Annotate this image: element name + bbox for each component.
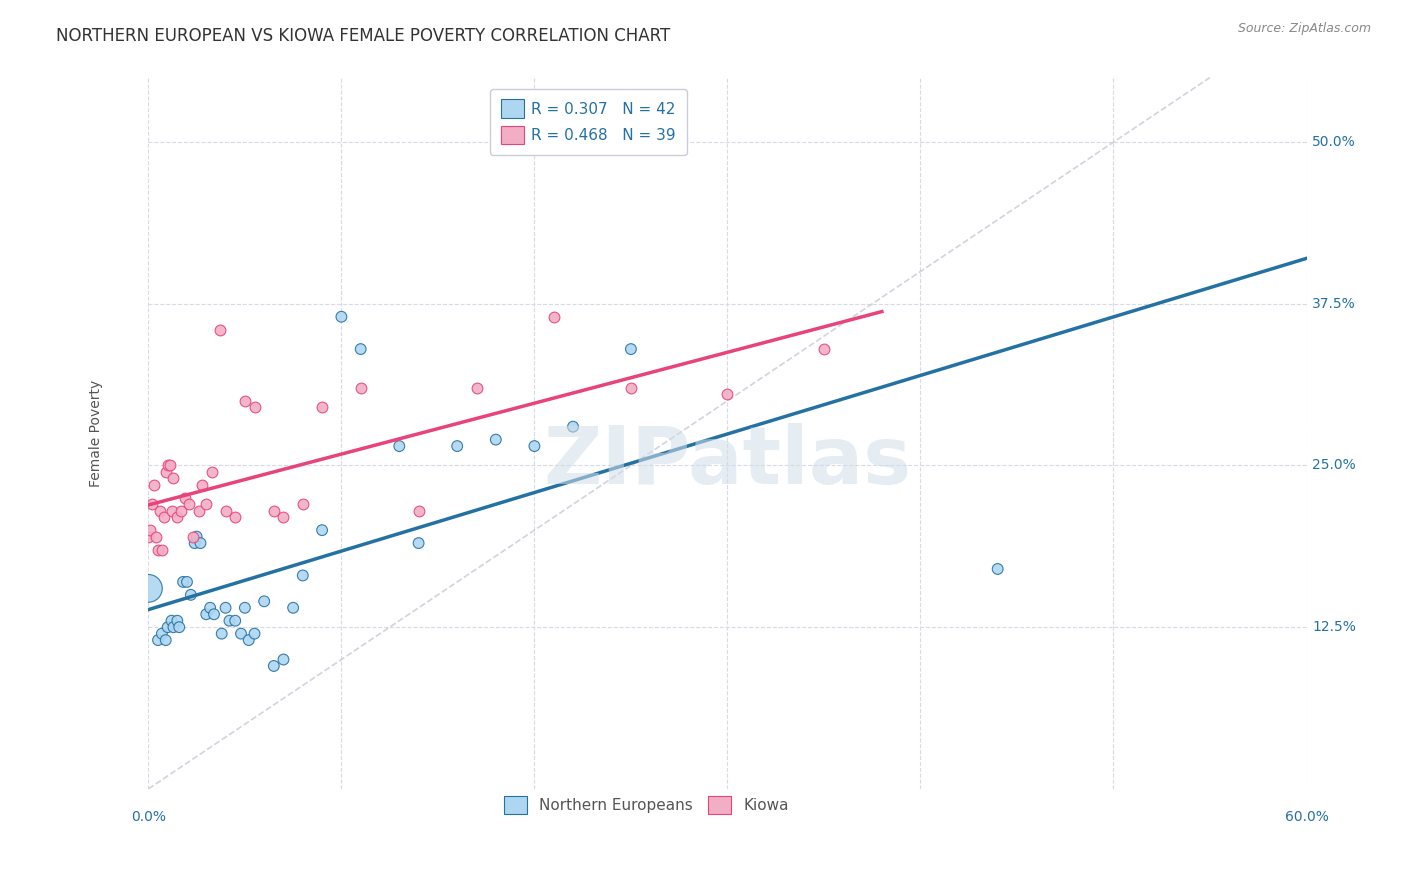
Point <box>273 652 295 666</box>
Point <box>350 381 373 395</box>
Point <box>195 607 218 622</box>
Point <box>243 401 266 415</box>
Point <box>172 574 194 589</box>
Point <box>191 478 214 492</box>
Point <box>139 523 162 537</box>
Point <box>143 478 166 492</box>
Point <box>141 497 163 511</box>
Point <box>263 659 285 673</box>
Point <box>233 393 256 408</box>
Point <box>138 530 160 544</box>
Text: 0.0%: 0.0% <box>131 810 166 824</box>
Point <box>291 568 314 582</box>
Point <box>281 600 304 615</box>
Point <box>145 530 167 544</box>
Point <box>156 620 179 634</box>
Point <box>214 600 236 615</box>
Point <box>166 614 188 628</box>
Point <box>716 387 738 401</box>
Point <box>186 530 208 544</box>
Point <box>180 588 202 602</box>
Point <box>195 497 218 511</box>
Point <box>263 504 285 518</box>
Point <box>190 536 212 550</box>
Point <box>198 600 221 615</box>
Point <box>229 626 252 640</box>
Point <box>233 600 256 615</box>
Point <box>408 536 430 550</box>
Text: NORTHERN EUROPEAN VS KIOWA FEMALE POVERTY CORRELATION CHART: NORTHERN EUROPEAN VS KIOWA FEMALE POVERT… <box>56 27 671 45</box>
Point <box>183 536 205 550</box>
Point <box>388 439 411 453</box>
Point <box>202 607 225 622</box>
Point <box>160 504 183 518</box>
Point <box>167 620 190 634</box>
Text: 12.5%: 12.5% <box>1312 620 1357 634</box>
Point <box>208 323 231 337</box>
Point <box>162 471 184 485</box>
Point <box>446 439 468 453</box>
Point <box>813 342 835 356</box>
Point <box>150 626 173 640</box>
Point <box>465 381 488 395</box>
Point <box>174 491 197 505</box>
Point <box>156 458 179 473</box>
Text: 37.5%: 37.5% <box>1312 297 1355 310</box>
Point <box>543 310 565 324</box>
Text: 60.0%: 60.0% <box>1285 810 1329 824</box>
Point <box>181 530 204 544</box>
Point <box>176 574 198 589</box>
Point <box>166 510 188 524</box>
Point <box>620 381 643 395</box>
Point <box>155 633 177 648</box>
Point <box>987 562 1010 576</box>
Text: Female Poverty: Female Poverty <box>89 379 103 487</box>
Point <box>485 433 508 447</box>
Point <box>330 310 353 324</box>
Point <box>350 342 373 356</box>
Text: ZIPatlas: ZIPatlas <box>543 423 911 500</box>
Point <box>311 401 333 415</box>
Point <box>150 542 173 557</box>
Point <box>149 504 172 518</box>
Point <box>218 614 240 628</box>
Point <box>620 342 643 356</box>
Point <box>159 458 181 473</box>
Point <box>138 582 160 596</box>
Point <box>214 504 236 518</box>
Point <box>211 626 233 640</box>
Text: 50.0%: 50.0% <box>1312 135 1355 149</box>
Point <box>201 465 224 479</box>
Point <box>562 419 585 434</box>
Point <box>153 510 176 524</box>
Point <box>146 542 169 557</box>
Point <box>162 620 184 634</box>
Point <box>291 497 314 511</box>
Point <box>224 510 246 524</box>
Point <box>177 497 200 511</box>
Text: 25.0%: 25.0% <box>1312 458 1355 473</box>
Point <box>243 626 266 640</box>
Point <box>408 504 430 518</box>
Point <box>160 614 183 628</box>
Point <box>224 614 246 628</box>
Legend: Northern Europeans, Kiowa: Northern Europeans, Kiowa <box>498 789 794 821</box>
Point <box>187 504 209 518</box>
Point <box>238 633 260 648</box>
Point <box>155 465 177 479</box>
Point <box>311 523 333 537</box>
Point <box>273 510 295 524</box>
Point <box>253 594 276 608</box>
Point <box>523 439 546 453</box>
Text: Source: ZipAtlas.com: Source: ZipAtlas.com <box>1237 22 1371 36</box>
Point <box>146 633 169 648</box>
Point <box>170 504 193 518</box>
